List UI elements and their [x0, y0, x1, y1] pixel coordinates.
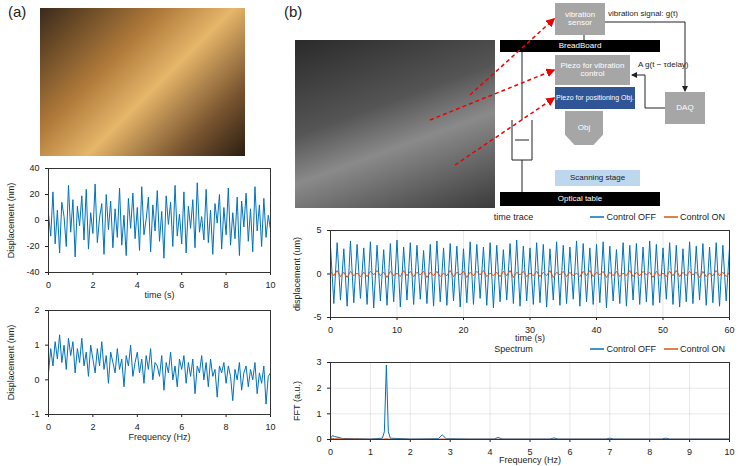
svg-text:4: 4	[135, 280, 140, 290]
svg-text:-20: -20	[26, 241, 39, 251]
svg-text:60: 60	[724, 325, 734, 335]
svg-text:2: 2	[90, 422, 95, 432]
svg-text:Frequency (Hz): Frequency (Hz)	[499, 455, 561, 465]
html-text:A g(t − τdelay): A g(t − τdelay)	[638, 60, 689, 69]
svg-text:1: 1	[34, 340, 39, 350]
html-text:DAQ: DAQ	[676, 102, 694, 112]
html-text:vibration signal: g(t): vibration signal: g(t)	[608, 9, 678, 18]
html-text:Piezo for positioning Obj.: Piezo for positioning Obj.	[556, 94, 634, 102]
html-text:Obj: Obj	[577, 122, 591, 132]
svg-text:displacement (um): displacement (um)	[292, 237, 302, 311]
svg-text:50: 50	[658, 325, 668, 335]
svg-text:2: 2	[34, 305, 39, 315]
svg-text:4: 4	[488, 447, 493, 457]
svg-text:40: 40	[591, 325, 601, 335]
html-text:(a): (a)	[8, 3, 27, 20]
svg-text:2: 2	[90, 280, 95, 290]
svg-text:0: 0	[46, 280, 51, 290]
html-text:Control ON: Control ON	[680, 344, 725, 354]
html-text:Control OFF: Control OFF	[606, 344, 656, 354]
svg-text:7: 7	[607, 447, 612, 457]
svg-text:6: 6	[567, 447, 572, 457]
html-text:Piezo for vibration control: Piezo for vibration control	[560, 60, 625, 78]
svg-text:2: 2	[316, 383, 321, 393]
html-text:Optical table: Optical table	[557, 193, 603, 203]
html-text:Spectrum: Spectrum	[494, 344, 533, 354]
svg-text:5: 5	[527, 446, 533, 457]
svg-text:0: 0	[316, 434, 321, 444]
svg-text:0: 0	[328, 325, 333, 335]
svg-text:8: 8	[224, 422, 229, 432]
svg-text:FFT (a.u.): FFT (a.u.)	[292, 381, 302, 421]
svg-text:time (s): time (s)	[515, 333, 545, 343]
html-text:(b): (b)	[284, 3, 303, 20]
svg-text:10: 10	[724, 447, 734, 457]
html-text:BreadBoard: BreadBoard	[558, 40, 602, 50]
svg-text:1: 1	[368, 447, 373, 457]
svg-text:40: 40	[29, 163, 39, 173]
svg-text:Displacement (nm): Displacement (nm)	[6, 325, 16, 401]
svg-text:0: 0	[34, 375, 39, 385]
html-text:vibration sensor: vibration sensor	[564, 9, 596, 27]
svg-text:Displacement (nm): Displacement (nm)	[6, 183, 16, 259]
svg-text:0: 0	[328, 447, 333, 457]
svg-text:30: 30	[525, 324, 535, 335]
svg-text:10: 10	[392, 325, 402, 335]
html-text:Scanning stage: Scanning stage	[569, 172, 626, 182]
svg-text:2: 2	[408, 447, 413, 457]
svg-text:3: 3	[316, 357, 321, 367]
svg-text:-5: -5	[313, 312, 321, 322]
svg-text:time (s): time (s)	[145, 290, 175, 300]
html-text:Control OFF: Control OFF	[606, 212, 656, 222]
svg-text:Frequency (Hz): Frequency (Hz)	[128, 432, 190, 442]
svg-text:8: 8	[224, 280, 229, 290]
svg-text:6: 6	[179, 280, 184, 290]
svg-text:9: 9	[687, 447, 692, 457]
svg-text:0: 0	[316, 269, 321, 279]
svg-text:10: 10	[265, 280, 275, 290]
html-text:time trace: time trace	[493, 212, 534, 222]
svg-text:6: 6	[179, 422, 184, 432]
svg-text:10: 10	[265, 422, 275, 432]
svg-text:0: 0	[46, 422, 51, 432]
svg-text:8: 8	[647, 447, 652, 457]
svg-text:1: 1	[316, 409, 321, 419]
svg-text:3: 3	[448, 447, 453, 457]
svg-text:4: 4	[135, 422, 140, 432]
svg-text:20: 20	[29, 189, 39, 199]
html-text:Control ON: Control ON	[680, 212, 725, 222]
svg-text:5: 5	[316, 225, 321, 235]
svg-text:-1: -1	[31, 409, 39, 419]
svg-text:-40: -40	[26, 267, 39, 277]
svg-text:20: 20	[458, 325, 468, 335]
svg-text:0: 0	[34, 215, 39, 225]
